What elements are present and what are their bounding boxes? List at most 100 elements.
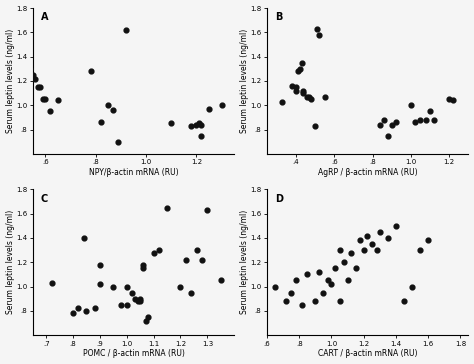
Point bbox=[292, 277, 300, 283]
Point bbox=[104, 102, 112, 108]
Point bbox=[31, 76, 39, 82]
Point bbox=[319, 290, 327, 296]
Point bbox=[303, 272, 311, 277]
Point bbox=[300, 88, 307, 94]
Point bbox=[96, 262, 104, 268]
Point bbox=[363, 233, 371, 238]
Point bbox=[24, 63, 31, 69]
Y-axis label: Serum leptin levels (ng/ml): Serum leptin levels (ng/ml) bbox=[6, 29, 15, 133]
Point bbox=[407, 102, 415, 108]
Point bbox=[303, 94, 311, 100]
Point bbox=[311, 298, 319, 304]
Point bbox=[192, 122, 200, 127]
Point bbox=[34, 84, 42, 90]
Point bbox=[336, 298, 343, 304]
Point bbox=[97, 119, 105, 125]
Point bbox=[205, 106, 213, 112]
Point bbox=[392, 223, 400, 229]
Point bbox=[91, 305, 98, 311]
Point bbox=[137, 296, 144, 302]
Point bbox=[324, 277, 332, 283]
Point bbox=[417, 117, 424, 123]
Point bbox=[360, 247, 367, 253]
Y-axis label: Serum leptin levels (ng/ml): Serum leptin levels (ng/ml) bbox=[240, 210, 249, 314]
Text: B: B bbox=[275, 12, 283, 23]
Point bbox=[315, 32, 323, 38]
Point bbox=[271, 284, 279, 289]
Point bbox=[368, 241, 375, 247]
Point bbox=[195, 120, 203, 126]
Point bbox=[198, 122, 205, 127]
Point bbox=[122, 27, 130, 33]
Point bbox=[336, 247, 343, 253]
Point bbox=[155, 247, 163, 253]
Point bbox=[21, 54, 29, 60]
Point bbox=[424, 237, 432, 243]
Point bbox=[422, 117, 430, 123]
Point bbox=[217, 277, 225, 283]
Y-axis label: Serum leptin levels (ng/ml): Serum leptin levels (ng/ml) bbox=[240, 29, 249, 133]
Point bbox=[321, 94, 328, 100]
X-axis label: NPY/β-actin mRNA (RU): NPY/β-actin mRNA (RU) bbox=[89, 168, 178, 177]
Point bbox=[328, 281, 335, 287]
Point bbox=[69, 310, 77, 316]
X-axis label: CART / β-actin mRNA (RU): CART / β-actin mRNA (RU) bbox=[318, 349, 418, 359]
Point bbox=[380, 117, 388, 123]
Point bbox=[296, 66, 303, 72]
Point bbox=[279, 99, 286, 104]
Point bbox=[411, 119, 419, 125]
Point bbox=[198, 257, 206, 263]
Point bbox=[167, 120, 175, 126]
Point bbox=[109, 107, 117, 113]
Point bbox=[128, 290, 136, 296]
Point bbox=[87, 68, 94, 74]
Point bbox=[80, 235, 88, 241]
Point bbox=[188, 123, 195, 129]
Point bbox=[347, 250, 355, 256]
Point bbox=[376, 229, 383, 235]
Point bbox=[46, 108, 54, 114]
Point bbox=[300, 90, 307, 96]
Point bbox=[131, 296, 138, 302]
Point bbox=[182, 257, 190, 263]
Point bbox=[283, 298, 290, 304]
Text: C: C bbox=[41, 194, 48, 204]
Point bbox=[150, 250, 157, 256]
Point bbox=[17, 20, 24, 25]
Point bbox=[292, 88, 300, 94]
Point bbox=[42, 96, 49, 102]
Point bbox=[29, 72, 36, 78]
Point bbox=[299, 302, 306, 308]
Point bbox=[307, 96, 315, 102]
Point bbox=[305, 94, 313, 100]
Point bbox=[145, 314, 152, 320]
Point bbox=[27, 66, 34, 72]
Point bbox=[373, 247, 380, 253]
Point bbox=[187, 290, 195, 296]
Point bbox=[287, 290, 295, 296]
Point bbox=[449, 98, 457, 103]
Point bbox=[294, 68, 301, 74]
Y-axis label: Serum leptin levels (ng/ml): Serum leptin levels (ng/ml) bbox=[6, 210, 15, 314]
Point bbox=[142, 318, 149, 324]
Point bbox=[352, 265, 359, 271]
Point bbox=[82, 308, 90, 314]
Point bbox=[344, 277, 351, 283]
Point bbox=[218, 102, 226, 108]
Point bbox=[198, 132, 205, 138]
Point bbox=[54, 98, 62, 103]
Point bbox=[115, 139, 122, 145]
Point bbox=[331, 265, 338, 271]
Point bbox=[36, 84, 44, 90]
Point bbox=[313, 26, 320, 32]
Point bbox=[430, 117, 438, 123]
Point bbox=[74, 305, 82, 311]
Point bbox=[356, 237, 364, 243]
Point bbox=[177, 284, 184, 289]
Point bbox=[408, 284, 416, 289]
Point bbox=[123, 284, 130, 289]
Point bbox=[96, 281, 104, 287]
Point bbox=[118, 302, 125, 308]
X-axis label: POMC / β-actin mRNA (RU): POMC / β-actin mRNA (RU) bbox=[82, 349, 184, 359]
Point bbox=[384, 132, 392, 138]
